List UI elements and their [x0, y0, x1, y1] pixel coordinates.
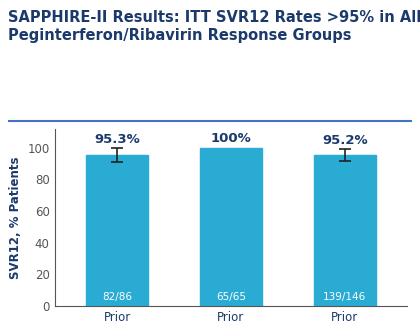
Bar — [200, 148, 262, 306]
Text: 65/65: 65/65 — [216, 292, 246, 302]
Text: 139/146: 139/146 — [323, 292, 366, 302]
Bar — [86, 155, 149, 306]
Bar — [313, 156, 376, 306]
Y-axis label: SVR12, % Patients: SVR12, % Patients — [9, 156, 22, 279]
Text: 82/86: 82/86 — [102, 292, 132, 302]
Text: 95.2%: 95.2% — [322, 134, 368, 147]
Text: 100%: 100% — [210, 132, 252, 146]
Text: SAPPHIRE-II Results: ITT SVR12 Rates >95% in All Prior
Peginterferon/Ribavirin R: SAPPHIRE-II Results: ITT SVR12 Rates >95… — [8, 10, 420, 43]
Text: 95.3%: 95.3% — [94, 133, 140, 146]
